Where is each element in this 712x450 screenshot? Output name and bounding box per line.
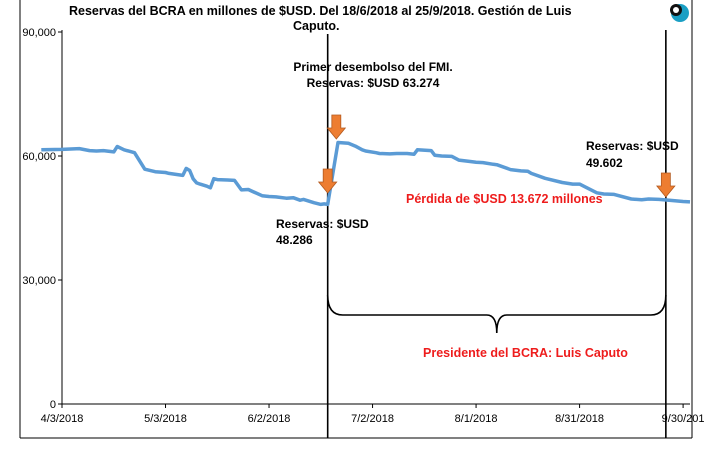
y-tick-label: 30,000 xyxy=(22,275,56,287)
chart-title-line1: Reservas del BCRA en millones de $USD. D… xyxy=(69,4,572,18)
x-tick-label: 7/2/2018 xyxy=(351,413,394,425)
y-tick-label: 90,000 xyxy=(22,27,56,39)
annotation-loss: Pérdida de $USD 13.672 millones xyxy=(406,192,603,206)
series-line-reserves xyxy=(41,140,691,207)
x-tick-label: 9/30/201 xyxy=(662,413,705,425)
x-tick-group: 4/3/2018 5/3/2018 6/2/2018 7/2/2018 8/1/2018… xyxy=(41,404,705,425)
annotation-fmi-line2: Reservas: $USD 63.274 xyxy=(307,76,440,90)
x-tick-label: 6/2/2018 xyxy=(248,413,291,425)
arrow-icon-fmi xyxy=(326,114,347,140)
y-tick-label: 60,000 xyxy=(22,151,56,163)
x-tick-label: 4/3/2018 xyxy=(41,413,84,425)
annotation-start-line2: 48.286 xyxy=(276,233,313,247)
brace-period xyxy=(326,294,667,334)
x-tick-label: 8/31/2018 xyxy=(555,413,604,425)
x-tick-label: 5/3/2018 xyxy=(144,413,187,425)
x-tick-label: 8/1/2018 xyxy=(455,413,498,425)
arrow-icon-end xyxy=(656,172,676,198)
annotation-fmi-line1: Primer desembolso del FMI. xyxy=(293,60,452,74)
y-tick-group: 0 30,000 60,000 90,000 xyxy=(22,27,62,411)
chart-title-line2: Caputo. xyxy=(293,19,340,33)
y-tick-label: 0 xyxy=(50,399,56,411)
annotation-president: Presidente del BCRA: Luis Caputo xyxy=(423,346,628,360)
annotation-start-line1: Reservas: $USD xyxy=(276,217,369,231)
arrow-icon-start xyxy=(317,168,338,194)
logo-icon xyxy=(670,4,689,22)
annotation-end-line2: 49.602 xyxy=(586,156,623,170)
annotation-end-line1: Reservas: $USD xyxy=(586,139,679,153)
